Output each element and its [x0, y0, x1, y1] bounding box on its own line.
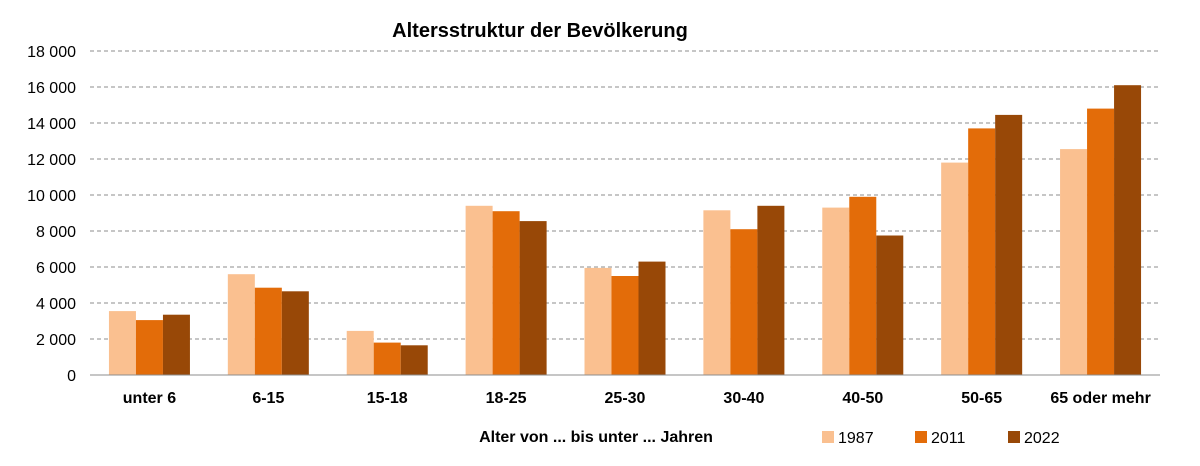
bar-1987-18-25	[465, 205, 493, 375]
x-axis-ticks: unter 6 6-15 15-18 18-25 25-30 30-40 40-50 50-6…	[123, 390, 1151, 407]
x-tick-label: 25-30	[605, 390, 646, 407]
bar-2022-65-oder-mehr	[1114, 85, 1142, 375]
bar-2011-40-50	[849, 196, 877, 375]
bar-2022-50-65	[995, 114, 1023, 376]
x-tick-label: 65 oder mehr	[1050, 390, 1150, 407]
y-tick-label: 0	[67, 368, 76, 385]
x-tick-label: 15-18	[367, 390, 408, 407]
bar-1987-30-40	[703, 210, 731, 375]
y-tick-label: 8 000	[36, 224, 76, 241]
legend-swatch-2022	[1008, 431, 1020, 443]
y-tick-label: 16 000	[27, 80, 76, 97]
y-tick-label: 2 000	[36, 332, 76, 349]
legend: 1987 2011 2022	[822, 430, 1060, 447]
x-tick-label: 6-15	[252, 390, 284, 407]
bar-1987-15-18	[346, 330, 374, 375]
bar-1987-50-65	[941, 162, 969, 375]
legend-swatch-2011	[915, 431, 927, 443]
x-tick-label: 40-50	[842, 390, 883, 407]
bar-1987-6-15	[227, 274, 255, 375]
chart-title: Altersstruktur der Bevölkerung	[392, 20, 688, 42]
y-axis-ticks: 0 2 000 4 000 6 000 8 000 10 000 12 000 14 000 1…	[27, 44, 76, 385]
bar-2022-40-50	[876, 235, 904, 375]
bar-2011-50-65	[968, 128, 996, 375]
x-axis-label: Alter von ... bis unter ... Jahren	[479, 429, 713, 446]
bar-2022-30-40	[757, 205, 785, 375]
legend-label-1987: 1987	[838, 430, 874, 447]
bar-1987-65-oder-mehr	[1060, 149, 1088, 375]
legend-label-2011: 2011	[931, 430, 966, 447]
x-tick-label: 50-65	[961, 390, 1002, 407]
x-tick-label: 18-25	[486, 390, 527, 407]
bar-2011-30-40	[730, 229, 758, 375]
x-tick-label: 30-40	[723, 390, 764, 407]
y-tick-label: 14 000	[27, 116, 76, 133]
y-tick-label: 18 000	[27, 44, 76, 61]
y-tick-label: 12 000	[27, 152, 76, 169]
bar-1987-40-50	[822, 207, 850, 375]
bar-2022-25-30	[638, 261, 666, 375]
bar-2022-15-18	[400, 345, 428, 375]
bar-2011-18-25	[492, 211, 520, 375]
bars	[108, 85, 1142, 376]
bar-1987-unter-6	[108, 311, 136, 375]
y-tick-label: 4 000	[36, 296, 76, 313]
bar-2011-6-15	[254, 287, 282, 375]
bar-1987-25-30	[584, 267, 612, 375]
bar-2011-65-oder-mehr	[1087, 108, 1115, 375]
bar-2022-6-15	[281, 291, 309, 375]
legend-label-2022: 2022	[1024, 430, 1060, 447]
y-tick-label: 6 000	[36, 260, 76, 277]
bar-2011-25-30	[611, 276, 639, 375]
legend-swatch-1987	[822, 431, 834, 443]
bar-2011-15-18	[373, 342, 401, 375]
y-tick-label: 10 000	[27, 188, 76, 205]
bar-2022-18-25	[519, 221, 547, 375]
x-tick-label: unter 6	[123, 390, 176, 407]
bar-2011-unter-6	[135, 320, 163, 375]
bar-2022-unter-6	[162, 314, 190, 375]
